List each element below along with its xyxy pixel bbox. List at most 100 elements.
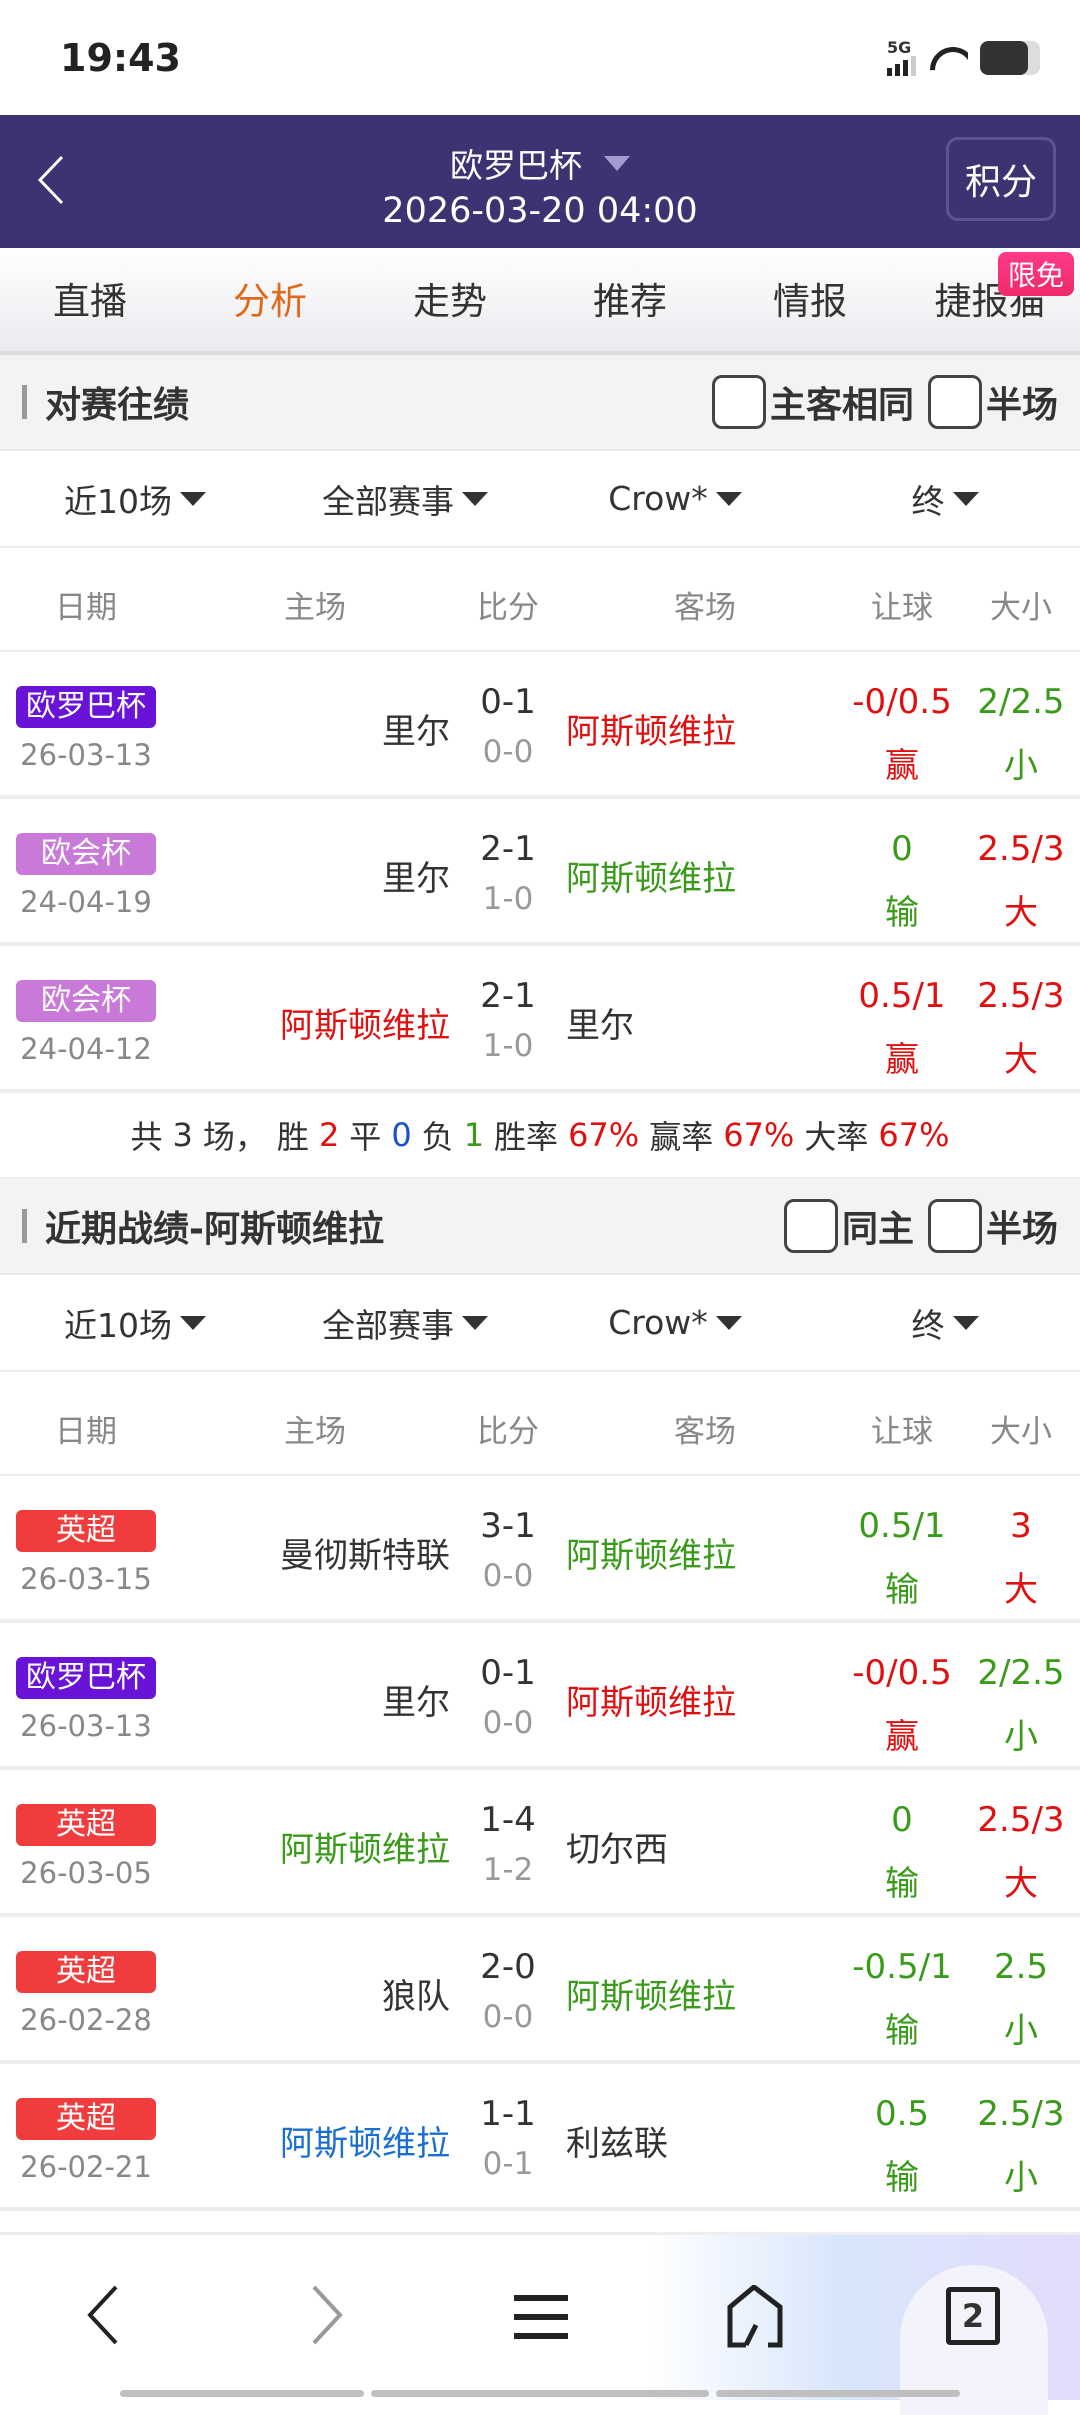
competition-tag: 英超	[16, 2098, 156, 2140]
filter-dropdown[interactable]: 终	[810, 1299, 1080, 1347]
top-bar: 欧罗巴杯 2026-03-20 04:00 积分	[0, 115, 1080, 248]
checkbox-0[interactable]: 主客相同	[711, 375, 914, 429]
away-team[interactable]: 切尔西	[566, 1830, 668, 1870]
checkbox-1[interactable]: 半场	[927, 1199, 1058, 1253]
back-icon[interactable]	[86, 2285, 120, 2345]
home-team[interactable]: 阿斯顿维拉	[280, 2124, 450, 2164]
over-under-result: 大	[1004, 1864, 1038, 1904]
table-row[interactable]: 英超 26-02-21 阿斯顿维拉 1-1 0-1 利兹联 0.5 输 2.5/3 小	[0, 2064, 1080, 2211]
summary-text: 胜率	[494, 1118, 559, 1156]
away-team[interactable]: 利兹联	[566, 2124, 668, 2164]
summary-text: 胜	[276, 1118, 309, 1156]
league-selector[interactable]: 欧罗巴杯	[0, 115, 1080, 187]
table-row[interactable]: 欧会杯 24-04-12 阿斯顿维拉 2-1 1-0 里尔 0.5/1 赢 2.5/3 大	[0, 946, 1080, 1093]
full-score: 0-1	[480, 1653, 536, 1693]
filter-dropdown[interactable]: Crow*	[540, 479, 810, 518]
tab-4[interactable]: 情报	[773, 280, 847, 323]
half-score: 1-2	[482, 1852, 534, 1888]
filter-label: 终	[911, 1305, 945, 1345]
table-row[interactable]: 英超 26-02-28 狼队 2-0 0-0 阿斯顿维拉 -0.5/1 输 2.5 小	[0, 1917, 1080, 2064]
checkbox-box[interactable]	[927, 375, 982, 429]
handicap-result: 赢	[885, 1717, 919, 1757]
away-team[interactable]: 阿斯顿维拉	[566, 1977, 736, 2017]
table-row[interactable]: 欧会杯 24-04-19 里尔 2-1 1-0 阿斯顿维拉 0 输 2.5/3 大	[0, 799, 1080, 946]
points-button[interactable]: 积分	[946, 137, 1056, 221]
tab-0[interactable]: 直播	[53, 280, 127, 323]
home-team[interactable]: 里尔	[382, 1683, 450, 1723]
full-score: 0-1	[480, 682, 536, 722]
filter-dropdown[interactable]: 近10场	[0, 1299, 270, 1347]
home-team[interactable]: 里尔	[382, 859, 450, 899]
half-score: 1-0	[482, 1028, 534, 1064]
column-label: 让球	[871, 590, 933, 626]
checkbox-box[interactable]	[711, 375, 766, 429]
tab-3[interactable]: 推荐	[593, 280, 667, 323]
away-team[interactable]: 阿斯顿维拉	[566, 859, 736, 899]
home-team[interactable]: 阿斯顿维拉	[280, 1006, 450, 1046]
away-team[interactable]: 阿斯顿维拉	[566, 1683, 736, 1723]
filter-row: 近10场 全部赛事 Crow* 终	[0, 1275, 1080, 1372]
checkbox-1[interactable]: 半场	[927, 375, 1058, 429]
match-date: 26-03-15	[20, 1562, 152, 1596]
half-score: 0-0	[482, 1999, 534, 2035]
forward-icon[interactable]	[310, 2285, 344, 2345]
match-time: 2026-03-20 04:00	[382, 191, 698, 231]
menu-icon[interactable]	[514, 2293, 568, 2341]
filter-row: 近10场 全部赛事 Crow* 终	[0, 451, 1080, 548]
match-date: 26-03-13	[20, 738, 152, 772]
full-score: 1-1	[480, 2094, 536, 2134]
handicap-line: 0	[891, 1800, 913, 1840]
checkbox-box[interactable]	[783, 1199, 838, 1253]
match-date: 26-03-13	[20, 1709, 152, 1743]
filter-dropdown[interactable]: 全部赛事	[270, 475, 540, 523]
summary-text: 场，	[202, 1118, 267, 1156]
over-under-line: 2.5/3	[977, 2094, 1065, 2134]
tab-2[interactable]: 走势	[413, 280, 487, 323]
checkbox-box[interactable]	[927, 1199, 982, 1253]
checkbox-0[interactable]: 同主	[783, 1199, 914, 1253]
filter-dropdown[interactable]: 全部赛事	[270, 1299, 540, 1347]
bottom-nav: 2	[0, 2232, 1080, 2415]
handicap-result: 赢	[885, 1040, 919, 1080]
over-under-line: 2/2.5	[977, 682, 1065, 722]
away-team[interactable]: 阿斯顿维拉	[566, 1536, 736, 1576]
column-header: 日期 主场 比分 客场 让球 大小	[0, 1372, 1080, 1476]
handicap-result: 输	[885, 1570, 919, 1610]
handicap-result: 输	[885, 1864, 919, 1904]
dropdown-icon	[604, 155, 630, 171]
checkbox-label: 同主	[841, 1209, 914, 1250]
home-icon[interactable]	[724, 2285, 788, 2349]
away-team[interactable]: 里尔	[566, 1006, 634, 1046]
table-row[interactable]: 欧罗巴杯 26-03-13 里尔 0-1 0-0 阿斯顿维拉 -0/0.5 赢 2/2.5 小	[0, 652, 1080, 799]
over-under-result: 小	[1004, 746, 1038, 786]
home-team[interactable]: 狼队	[382, 1977, 450, 2017]
network-type: 5G	[887, 37, 912, 57]
tab-1[interactable]: 分析	[233, 280, 307, 323]
summary-text: 平	[349, 1118, 382, 1156]
section-header: 近期战绩-阿斯顿维拉 同主 半场	[0, 1179, 1080, 1275]
tabs-icon[interactable]: 2	[946, 2287, 1000, 2345]
home-team[interactable]: 曼彻斯特联	[280, 1536, 450, 1576]
home-team[interactable]: 阿斯顿维拉	[280, 1830, 450, 1870]
handicap-result: 输	[885, 2011, 919, 2051]
checkbox-label: 半场	[985, 1209, 1058, 1250]
table-row[interactable]: 英超 26-03-05 阿斯顿维拉 1-4 1-2 切尔西 0 输 2.5/3 大	[0, 1770, 1080, 1917]
summary-hcrate: 67%	[723, 1116, 795, 1154]
column-label: 主场	[284, 590, 346, 626]
filter-dropdown[interactable]: 近10场	[0, 475, 270, 523]
back-icon[interactable]	[36, 155, 66, 205]
summary-text: 大率	[804, 1118, 869, 1156]
filter-dropdown[interactable]: 终	[810, 475, 1080, 523]
table-row[interactable]: 欧罗巴杯 26-03-13 里尔 0-1 0-0 阿斯顿维拉 -0/0.5 赢 2/2.5 小	[0, 1623, 1080, 1770]
chevron-down-icon	[952, 1315, 979, 1330]
filter-dropdown[interactable]: Crow*	[540, 1303, 810, 1342]
full-score: 2-1	[480, 976, 536, 1016]
away-team[interactable]: 阿斯顿维拉	[566, 712, 736, 752]
column-label: 比分	[477, 1414, 539, 1450]
status-bar: 19:43 5G	[0, 0, 1080, 115]
handicap-line: 0.5	[874, 2094, 930, 2134]
over-under-line: 2.5/3	[977, 1800, 1065, 1840]
table-row[interactable]: 英超 26-03-15 曼彻斯特联 3-1 0-0 阿斯顿维拉 0.5/1 输 3 大	[0, 1476, 1080, 1623]
over-under-line: 2.5/3	[977, 976, 1065, 1016]
home-team[interactable]: 里尔	[382, 712, 450, 752]
